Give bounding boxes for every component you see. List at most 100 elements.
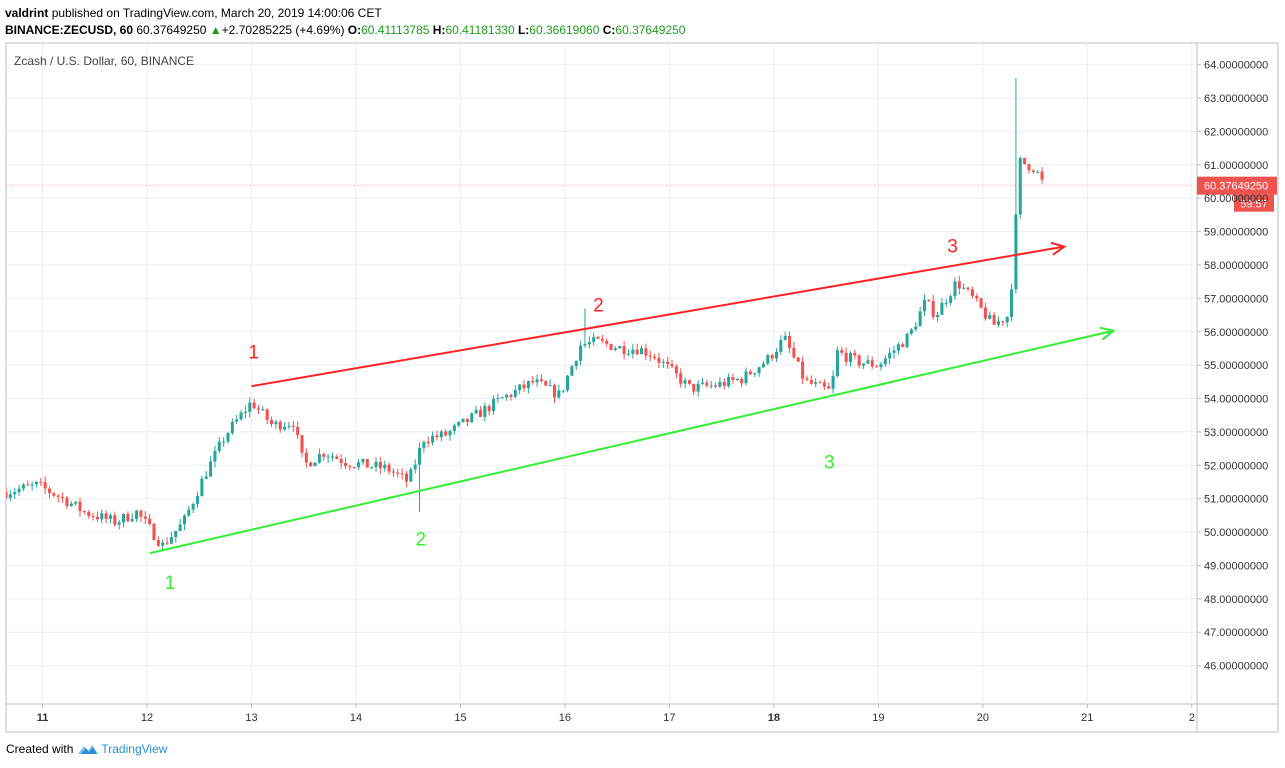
- candle-body: [217, 441, 221, 451]
- candle-body: [200, 478, 204, 497]
- candle-body: [722, 381, 726, 387]
- candle-body: [287, 425, 291, 427]
- annotations: 1 2 3 1 2 3 60.37649250 59:57: [6, 176, 1277, 594]
- candle-body: [365, 458, 369, 468]
- candle-body: [905, 333, 909, 348]
- candle-body: [418, 447, 422, 465]
- publish-text: published on TradingView.com, March 20, …: [51, 6, 382, 20]
- candle-body: [339, 458, 343, 464]
- candle-body: [326, 456, 330, 458]
- candle-body: [39, 481, 43, 483]
- support-touch-label: 3: [824, 453, 835, 474]
- candle-body: [108, 515, 112, 519]
- candle-body: [888, 352, 892, 359]
- candle-body: [182, 515, 186, 525]
- time-tick-label: 18: [768, 712, 780, 724]
- price-tick-label: 61.00000000: [1204, 160, 1268, 172]
- last-price-tag: [1197, 176, 1277, 195]
- candle-body: [1005, 316, 1009, 323]
- candle-body: [848, 352, 853, 362]
- candle-body: [700, 382, 705, 384]
- candle-body: [74, 501, 78, 504]
- candle-body: [909, 329, 913, 334]
- candle-body: [61, 496, 65, 498]
- candle-body: [265, 409, 269, 421]
- candle-body: [348, 466, 352, 468]
- candle-body: [683, 380, 687, 384]
- candle-body: [796, 357, 800, 362]
- candle-body: [222, 441, 226, 443]
- close-label: C:: [602, 23, 616, 37]
- candle-body: [757, 367, 761, 374]
- candle-body: [705, 382, 709, 386]
- candle-body: [204, 476, 208, 479]
- candle-body: [753, 373, 757, 375]
- candle-body: [648, 355, 652, 357]
- candle-body: [674, 366, 678, 374]
- candle-body: [43, 482, 47, 489]
- candle-body: [374, 461, 378, 468]
- candle-body: [444, 431, 448, 436]
- candle-body: [461, 418, 465, 422]
- candle-body: [566, 375, 570, 391]
- candle-body: [69, 503, 73, 507]
- time-tick-label: 13: [245, 712, 257, 724]
- candle-body: [317, 454, 321, 463]
- resistance-line: [251, 245, 1065, 388]
- time-tick-label: 16: [559, 712, 571, 724]
- candle-body: [957, 281, 961, 289]
- candle-body: [113, 515, 117, 525]
- candle-body: [1001, 321, 1005, 323]
- candle-body: [936, 314, 940, 318]
- candle-body: [426, 442, 430, 444]
- low-value: 60.36619060: [529, 23, 600, 37]
- candle-body: [513, 390, 517, 397]
- candle-body: [792, 347, 796, 358]
- candle-body: [901, 344, 905, 348]
- candle-body: [100, 513, 104, 520]
- candle-body: [988, 314, 992, 319]
- high-label: H:: [432, 23, 446, 37]
- candle-body: [996, 321, 1001, 325]
- candle-body: [766, 355, 770, 364]
- time-tick-label: 19: [872, 712, 884, 724]
- candle-body: [26, 484, 30, 486]
- chart-title: Zcash / U.S. Dollar, 60, BINANCE: [14, 54, 194, 68]
- candle-body: [609, 343, 613, 350]
- price-change: +2.70285225 (+4.69%): [221, 23, 345, 37]
- candle-body: [731, 376, 735, 380]
- price-tick-label: 48.00000000: [1204, 594, 1268, 606]
- candle-body: [1040, 171, 1044, 180]
- candle-body: [552, 385, 557, 398]
- price-tick-label: 56.00000000: [1204, 327, 1268, 339]
- time-tick-label: 11: [37, 712, 49, 724]
- candle-body: [448, 430, 452, 436]
- candle-body: [30, 484, 34, 486]
- candle-body: [248, 402, 252, 412]
- candle-body: [483, 406, 487, 417]
- price-tick-label: 50.00000000: [1204, 527, 1268, 539]
- candle-body: [169, 537, 173, 544]
- candle-body: [148, 518, 152, 524]
- candle-body: [922, 299, 927, 312]
- candle-body: [579, 345, 583, 361]
- candle-body: [779, 339, 783, 352]
- candle-body: [344, 463, 348, 467]
- candle-body: [840, 350, 844, 353]
- candle-body: [452, 425, 456, 431]
- author-name[interactable]: valdrint: [5, 6, 49, 20]
- candle-body: [853, 352, 857, 356]
- created-with-text: Created with: [6, 742, 74, 756]
- candle-body: [744, 371, 748, 384]
- candle-body: [709, 385, 713, 387]
- time-tick-label: 21: [1081, 712, 1093, 724]
- candle-body: [827, 386, 831, 389]
- candle-body: [857, 355, 861, 366]
- candle-body: [875, 366, 879, 368]
- candle-body: [413, 464, 417, 470]
- candle-body: [539, 379, 543, 382]
- candle-body: [544, 381, 548, 386]
- tradingview-link[interactable]: TradingView: [101, 742, 168, 756]
- candle-body: [605, 340, 609, 344]
